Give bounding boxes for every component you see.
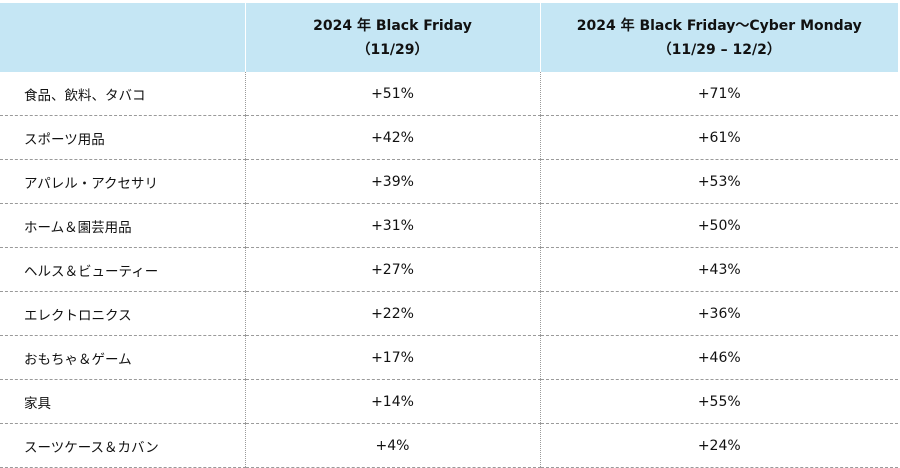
cyber-monday-cell: +24%: [539, 423, 898, 468]
header-category: [0, 3, 246, 72]
header-cyber-monday: 2024 年 Black Friday〜Cyber Monday （11/29 …: [540, 3, 898, 72]
cyber-monday-cell: +55%: [539, 379, 898, 424]
table-row: 食品、飲料、タバコ +51% +71%: [0, 72, 898, 116]
black-friday-cell: +17%: [244, 335, 540, 380]
table-row: ホーム＆園芸用品 +31% +50%: [0, 203, 898, 248]
black-friday-cell: +4%: [244, 423, 540, 468]
table-row: スーツケース＆カバン +4% +24%: [0, 423, 898, 468]
black-friday-cell: +39%: [244, 159, 540, 204]
black-friday-cell: +27%: [244, 247, 540, 292]
table-row: ヘルス＆ビューティー +27% +43%: [0, 247, 898, 292]
category-cell: アパレル・アクセサリ: [0, 159, 245, 204]
table-header-row: 2024 年 Black Friday （11/29） 2024 年 Black…: [0, 3, 898, 72]
header-black-friday-date: （11/29）: [356, 41, 429, 58]
table-row: アパレル・アクセサリ +39% +53%: [0, 159, 898, 204]
cyber-monday-cell: +71%: [539, 72, 898, 116]
header-cyber-monday-title: 2024 年 Black Friday〜Cyber Monday: [576, 17, 862, 34]
table-row: 家具 +14% +55%: [0, 379, 898, 424]
table-row: スポーツ用品 +42% +61%: [0, 115, 898, 160]
black-friday-cell: +14%: [244, 379, 540, 424]
header-black-friday: 2024 年 Black Friday （11/29）: [245, 3, 541, 72]
table-row: エレクトロニクス +22% +36%: [0, 291, 898, 336]
black-friday-cell: +22%: [244, 291, 540, 336]
black-friday-cell: +51%: [244, 72, 540, 116]
category-cell: エレクトロニクス: [0, 291, 245, 336]
black-friday-cell: +31%: [244, 203, 540, 248]
category-cell: 食品、飲料、タバコ: [0, 72, 245, 116]
cyber-monday-cell: +43%: [539, 247, 898, 292]
header-cyber-monday-date: （11/29 – 12/2）: [657, 41, 781, 58]
category-cell: ホーム＆園芸用品: [0, 203, 245, 248]
black-friday-cell: +42%: [244, 115, 540, 160]
cyber-monday-cell: +53%: [539, 159, 898, 204]
cyber-monday-cell: +36%: [539, 291, 898, 336]
cyber-monday-cell: +46%: [539, 335, 898, 380]
category-cell: ヘルス＆ビューティー: [0, 247, 245, 292]
cyber-monday-cell: +50%: [539, 203, 898, 248]
sales-growth-table: 2024 年 Black Friday （11/29） 2024 年 Black…: [0, 3, 898, 468]
header-black-friday-title: 2024 年 Black Friday: [313, 17, 472, 34]
table-row: おもちゃ＆ゲーム +17% +46%: [0, 335, 898, 380]
cyber-monday-cell: +61%: [539, 115, 898, 160]
category-cell: スポーツ用品: [0, 115, 245, 160]
category-cell: おもちゃ＆ゲーム: [0, 335, 245, 380]
category-cell: 家具: [0, 379, 245, 424]
category-cell: スーツケース＆カバン: [0, 423, 245, 468]
